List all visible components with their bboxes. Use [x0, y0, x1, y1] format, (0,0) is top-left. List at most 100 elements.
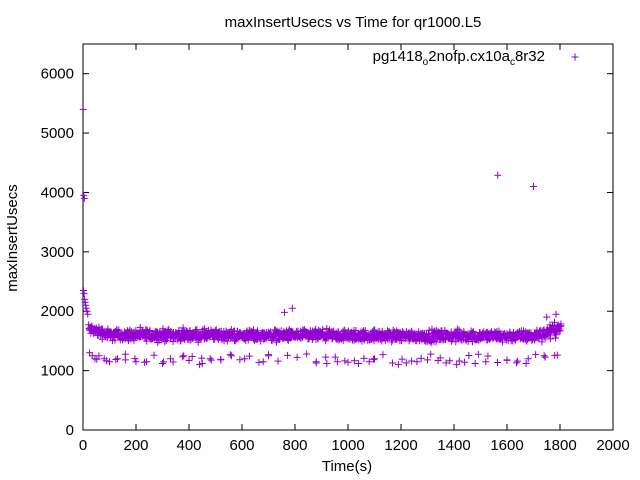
y-tick-label: 0 — [66, 422, 74, 439]
data-point — [201, 325, 209, 333]
legend: pg1418o2nofp.cx10ac8r32 — [373, 48, 579, 68]
data-point — [469, 328, 477, 336]
data-point — [465, 351, 473, 359]
data-point — [557, 320, 565, 328]
y-tick-label: 1000 — [41, 363, 74, 380]
data-point — [272, 337, 280, 345]
data-point — [143, 337, 151, 345]
data-point — [198, 359, 206, 367]
data-point — [417, 354, 425, 362]
data-point — [179, 353, 187, 361]
x-tick-label: 1400 — [437, 437, 470, 454]
data-point — [245, 352, 253, 360]
data-point — [514, 357, 522, 365]
data-point — [241, 355, 249, 363]
data-point — [448, 336, 456, 344]
data-point — [379, 351, 387, 359]
data-point — [254, 327, 262, 335]
data-point — [432, 338, 440, 346]
data-point — [360, 354, 368, 362]
data-point — [493, 358, 501, 366]
data-point — [223, 337, 231, 345]
data-point — [323, 359, 331, 367]
data-point — [389, 359, 397, 367]
data-point — [333, 358, 341, 366]
y-tick-label: 2000 — [41, 303, 74, 320]
data-point — [312, 358, 320, 366]
y-tick-label: 4000 — [41, 184, 74, 201]
data-point — [371, 355, 378, 363]
data-point — [100, 355, 108, 363]
data-point — [180, 352, 188, 360]
data-point — [322, 353, 330, 361]
x-tick-label: 600 — [229, 437, 254, 454]
data-point — [553, 351, 561, 359]
data-point — [185, 357, 193, 365]
data-point — [226, 351, 234, 359]
data-point — [284, 351, 292, 359]
data-point — [83, 307, 91, 315]
y-tick-label: 3000 — [41, 244, 74, 261]
x-axis: 0 200 400 600 800 1000 1200 1400 1600 1800 2000 — [79, 44, 630, 454]
data-point — [91, 355, 99, 363]
data-point — [413, 358, 421, 366]
y-axis: 0 1000 2000 3000 4000 5000 6000 — [41, 66, 613, 439]
data-point — [274, 357, 282, 365]
data-point — [159, 359, 166, 367]
data-point — [150, 351, 158, 359]
data-point — [427, 339, 435, 347]
data-point — [80, 191, 88, 199]
data-point — [532, 351, 540, 359]
data-point — [546, 335, 554, 343]
x-tick-label: 200 — [123, 437, 148, 454]
data-point — [398, 355, 406, 363]
data-point — [552, 310, 560, 318]
data-point — [341, 357, 349, 365]
data-point — [98, 335, 106, 343]
data-point — [81, 295, 89, 303]
data-point — [484, 352, 492, 360]
data-point — [543, 313, 551, 321]
data-point — [80, 194, 88, 202]
x-tick-label: 1200 — [384, 437, 417, 454]
data-point — [198, 354, 206, 362]
data-point — [541, 353, 549, 361]
data-point — [402, 359, 410, 367]
data-point — [494, 171, 502, 179]
data-point — [555, 326, 563, 334]
data-point — [453, 361, 461, 369]
data-point — [341, 326, 349, 334]
data-point — [503, 356, 511, 364]
data-point — [207, 356, 215, 364]
data-point — [427, 350, 435, 358]
data-point — [112, 356, 120, 364]
data-point — [394, 361, 402, 369]
y-axis-label: maxInsertUsecs — [4, 184, 21, 292]
data-point — [227, 352, 235, 360]
data-point — [131, 355, 139, 363]
x-tick-label: 1000 — [331, 437, 364, 454]
plot-border — [82, 43, 614, 431]
data-point — [80, 286, 88, 294]
data-point — [303, 350, 311, 358]
data-point — [361, 327, 369, 335]
data-point — [255, 358, 263, 366]
data-point — [556, 327, 564, 335]
data-point — [552, 331, 560, 339]
data-point — [408, 357, 416, 365]
data-point — [434, 357, 442, 365]
data-point — [350, 357, 358, 365]
x-tick-label: 400 — [176, 437, 201, 454]
data-point — [271, 331, 279, 339]
data-point — [455, 357, 463, 365]
data-point — [482, 358, 490, 366]
data-point — [524, 355, 532, 363]
data-point — [80, 289, 88, 297]
data-point — [259, 358, 267, 366]
data-point — [95, 352, 103, 360]
data-point — [355, 359, 363, 367]
data-point — [121, 356, 129, 364]
data-point — [160, 358, 168, 366]
data-point — [369, 355, 377, 363]
